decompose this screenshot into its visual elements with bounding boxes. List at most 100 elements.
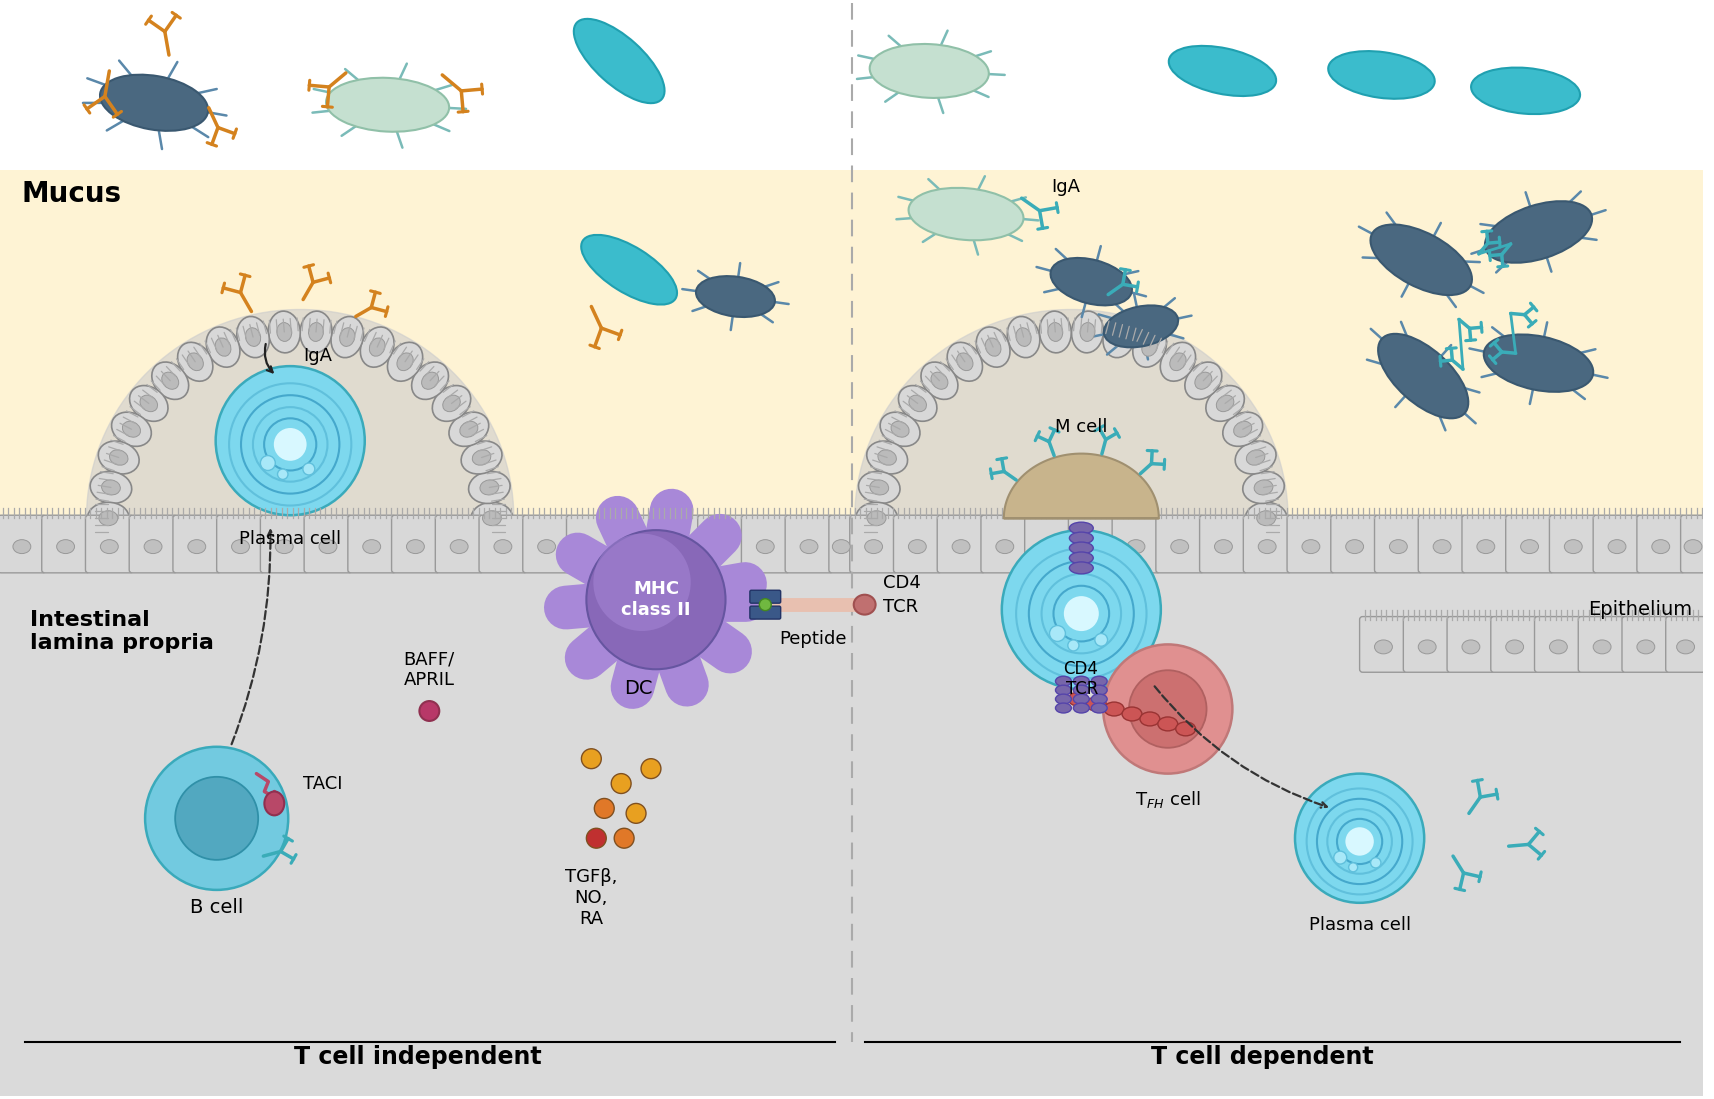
- Ellipse shape: [1215, 540, 1232, 554]
- FancyBboxPatch shape: [1579, 617, 1627, 673]
- Ellipse shape: [206, 328, 240, 367]
- Ellipse shape: [398, 353, 413, 370]
- Ellipse shape: [1171, 540, 1190, 554]
- Ellipse shape: [278, 322, 291, 342]
- Ellipse shape: [713, 540, 730, 554]
- Ellipse shape: [1008, 317, 1040, 357]
- Ellipse shape: [574, 19, 665, 103]
- Polygon shape: [86, 310, 514, 519]
- Ellipse shape: [1477, 540, 1495, 554]
- Ellipse shape: [1222, 412, 1263, 446]
- FancyBboxPatch shape: [1068, 515, 1116, 573]
- Ellipse shape: [449, 412, 488, 446]
- Circle shape: [1095, 633, 1107, 646]
- FancyBboxPatch shape: [1505, 515, 1553, 573]
- Ellipse shape: [1592, 640, 1611, 654]
- Ellipse shape: [1255, 480, 1274, 495]
- Text: Mucus: Mucus: [22, 180, 122, 209]
- Text: T cell independent: T cell independent: [293, 1045, 542, 1069]
- Ellipse shape: [1092, 695, 1107, 704]
- Ellipse shape: [1371, 224, 1472, 295]
- Bar: [0, 3, 1704, 170]
- Ellipse shape: [451, 540, 468, 554]
- FancyBboxPatch shape: [41, 515, 89, 573]
- Circle shape: [146, 747, 288, 890]
- Ellipse shape: [101, 540, 118, 554]
- Ellipse shape: [480, 480, 499, 495]
- Ellipse shape: [1039, 311, 1071, 353]
- FancyBboxPatch shape: [1491, 617, 1539, 673]
- FancyBboxPatch shape: [610, 515, 658, 573]
- Circle shape: [1001, 530, 1160, 689]
- Ellipse shape: [1184, 362, 1222, 399]
- Circle shape: [1345, 828, 1375, 856]
- FancyBboxPatch shape: [478, 515, 526, 573]
- Ellipse shape: [1070, 562, 1094, 574]
- Ellipse shape: [459, 421, 478, 437]
- FancyBboxPatch shape: [1243, 515, 1291, 573]
- Ellipse shape: [1071, 311, 1104, 353]
- Ellipse shape: [1176, 722, 1196, 736]
- Ellipse shape: [1112, 328, 1126, 346]
- Ellipse shape: [461, 441, 502, 474]
- Ellipse shape: [956, 353, 974, 370]
- Ellipse shape: [1462, 640, 1479, 654]
- Ellipse shape: [231, 540, 250, 554]
- Ellipse shape: [891, 421, 908, 437]
- Ellipse shape: [1685, 540, 1702, 554]
- Ellipse shape: [1070, 552, 1094, 564]
- Text: TGFβ,
NO,
RA: TGFβ, NO, RA: [566, 868, 617, 928]
- FancyBboxPatch shape: [1112, 515, 1160, 573]
- FancyBboxPatch shape: [1417, 515, 1465, 573]
- Ellipse shape: [1169, 353, 1186, 370]
- Ellipse shape: [1484, 334, 1594, 392]
- Ellipse shape: [867, 441, 908, 474]
- Text: TCR: TCR: [883, 598, 917, 615]
- FancyBboxPatch shape: [1592, 515, 1640, 573]
- Circle shape: [1333, 851, 1347, 864]
- Text: Intestinal
lamina propria: Intestinal lamina propria: [29, 610, 214, 653]
- Ellipse shape: [468, 471, 511, 503]
- Ellipse shape: [908, 188, 1023, 241]
- Ellipse shape: [538, 540, 555, 554]
- Ellipse shape: [178, 342, 213, 381]
- Ellipse shape: [581, 235, 677, 304]
- Ellipse shape: [881, 412, 920, 446]
- Ellipse shape: [1565, 540, 1582, 554]
- Ellipse shape: [1070, 522, 1094, 534]
- Text: BAFF/
APRIL: BAFF/ APRIL: [405, 651, 454, 689]
- FancyBboxPatch shape: [893, 515, 941, 573]
- Text: Plasma cell: Plasma cell: [240, 530, 341, 548]
- Ellipse shape: [1378, 334, 1469, 419]
- Ellipse shape: [864, 540, 883, 554]
- FancyBboxPatch shape: [1200, 515, 1248, 573]
- Ellipse shape: [189, 540, 206, 554]
- Text: M cell: M cell: [1056, 418, 1107, 435]
- Ellipse shape: [1016, 328, 1032, 346]
- Ellipse shape: [483, 511, 502, 525]
- Polygon shape: [855, 310, 1287, 519]
- Ellipse shape: [331, 317, 363, 357]
- Ellipse shape: [1102, 317, 1135, 357]
- Ellipse shape: [1080, 323, 1095, 342]
- FancyBboxPatch shape: [1621, 617, 1669, 673]
- Circle shape: [1371, 857, 1381, 868]
- Ellipse shape: [1073, 676, 1090, 686]
- Ellipse shape: [309, 322, 324, 342]
- Ellipse shape: [432, 386, 471, 421]
- Ellipse shape: [1243, 471, 1284, 503]
- Ellipse shape: [1123, 707, 1142, 721]
- Ellipse shape: [471, 502, 512, 534]
- Ellipse shape: [363, 540, 381, 554]
- FancyBboxPatch shape: [655, 515, 701, 573]
- Ellipse shape: [1056, 703, 1071, 713]
- Circle shape: [1296, 774, 1424, 902]
- Circle shape: [612, 774, 631, 793]
- Ellipse shape: [1637, 640, 1654, 654]
- Ellipse shape: [878, 449, 896, 465]
- FancyBboxPatch shape: [830, 515, 854, 573]
- Ellipse shape: [951, 540, 970, 554]
- FancyBboxPatch shape: [261, 515, 309, 573]
- Ellipse shape: [1140, 712, 1160, 726]
- Ellipse shape: [1608, 540, 1627, 554]
